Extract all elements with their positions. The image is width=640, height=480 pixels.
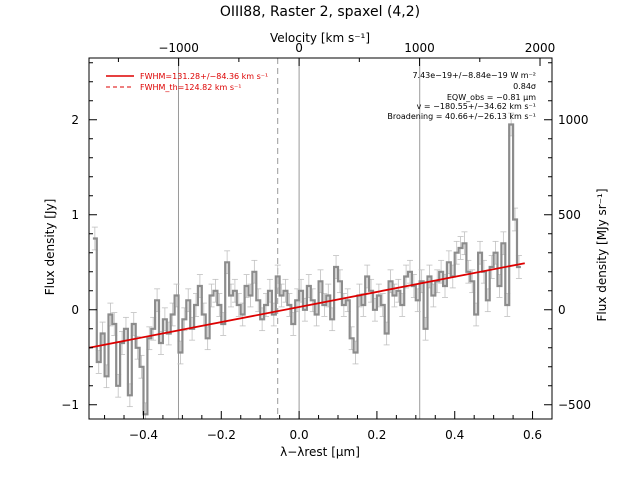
y-tick-label: 1 bbox=[71, 208, 79, 222]
top-tick-label: 0 bbox=[295, 41, 303, 55]
chart-title: OIII88, Raster 2, spaxel (4,2) bbox=[220, 4, 420, 20]
annotations: 7.43e−19+/−8.84e−19 W m⁻² 0.84σ EQW_obs … bbox=[387, 71, 536, 121]
top-axis-title: Velocity [km s⁻¹] bbox=[270, 31, 370, 45]
right-tick-label: −500 bbox=[558, 398, 591, 412]
axes bbox=[88, 57, 553, 420]
x-tick-label: 0.6 bbox=[523, 428, 542, 442]
x-tick-label: 0.4 bbox=[445, 428, 464, 442]
x-tick-label: 0.0 bbox=[290, 428, 309, 442]
fit-series bbox=[89, 262, 525, 349]
ticks: −0.4 −0.2 0.0 0.2 0.4 0.6 −1000 0 1000 2000 −1 0 1 2 −… bbox=[61, 41, 591, 442]
right-tick-label: 1000 bbox=[558, 113, 589, 127]
legend-theoretical-label: FWHM_th=124.82 km s⁻¹ bbox=[140, 83, 241, 92]
legend-fit-label: FWHM=131.28+/−84.36 km s⁻¹ bbox=[140, 72, 268, 81]
x-tick-label: −0.2 bbox=[207, 428, 236, 442]
y-tick-label: −1 bbox=[61, 398, 79, 412]
y-tick-label: 0 bbox=[71, 303, 79, 317]
top-tick-label: 2000 bbox=[525, 41, 556, 55]
annotation-integrated-flux: 7.43e−19+/−8.84e−19 W m⁻² bbox=[412, 71, 536, 80]
y-tick-label: 2 bbox=[71, 113, 79, 127]
annotation-velocity: v = −180.55+/−34.62 km s⁻¹ bbox=[417, 102, 536, 111]
spectrum-series bbox=[92, 123, 521, 416]
top-tick-label: −1000 bbox=[158, 41, 199, 55]
x-tick-label: −0.4 bbox=[129, 428, 158, 442]
reference-lines bbox=[177, 58, 421, 419]
spectrum-line bbox=[92, 123, 521, 416]
fit-line bbox=[89, 262, 525, 349]
right-tick-label: 500 bbox=[558, 208, 581, 222]
annotation-significance: 0.84σ bbox=[513, 82, 536, 91]
annotation-eqw: EQW_obs = −0.81 μm bbox=[447, 93, 536, 102]
error-bars bbox=[91, 112, 522, 419]
legend: FWHM=131.28+/−84.36 km s⁻¹ FWHM_th=124.8… bbox=[106, 72, 268, 92]
plot-frame bbox=[88, 57, 553, 420]
right-axis-title: Flux density [MJy sr⁻¹] bbox=[595, 188, 609, 321]
y-axis-title: Flux density [Jy] bbox=[43, 199, 57, 296]
x-tick-label: 0.2 bbox=[367, 428, 386, 442]
top-tick-label: 1000 bbox=[404, 41, 435, 55]
right-tick-label: 0 bbox=[558, 303, 566, 317]
annotation-broadening: Broadening = 40.66+/−26.13 km s⁻¹ bbox=[387, 112, 536, 121]
x-axis-title: λ−λrest [μm] bbox=[280, 445, 360, 459]
